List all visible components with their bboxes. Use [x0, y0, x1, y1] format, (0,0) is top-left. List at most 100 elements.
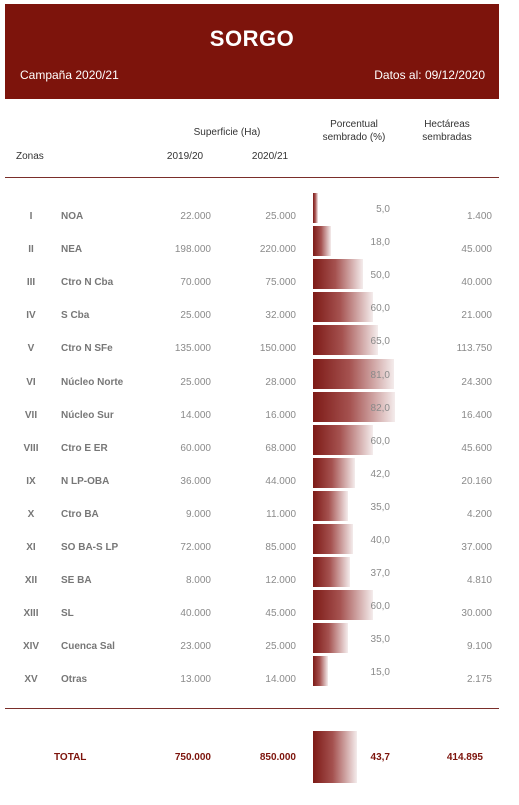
total-2019: 750.000 [174, 752, 211, 763]
zone-number: VI [26, 376, 36, 388]
superficie-2020: 25.000 [265, 211, 296, 222]
hectareas-sembradas: 45.600 [461, 442, 492, 454]
superficie-2019: 22.000 [180, 211, 211, 222]
year-2019-header: 2019/20 [166, 151, 204, 162]
zone-number: VIII [23, 442, 39, 454]
superficie-2020: 12.000 [265, 575, 296, 587]
year-2020-header: 2020/21 [251, 151, 289, 162]
pct-sembrado: 5,0 [376, 204, 390, 215]
report-header: SORGO Campaña 2020/21 Datos al: 09/12/20… [5, 4, 499, 99]
pct-bar [313, 524, 353, 554]
superficie-2019: 8.000 [185, 575, 211, 587]
pct-bar [313, 490, 348, 521]
hectareas-sembradas: 45.000 [461, 244, 492, 256]
pct-bar [313, 325, 378, 356]
zone-name: Ctro N Cba [61, 277, 114, 289]
superficie-2019: 25.000 [180, 376, 211, 388]
superficie-2020: 85.000 [265, 542, 296, 553]
pct-sembrado: 50,0 [370, 270, 390, 282]
zone-number: XI [26, 542, 36, 553]
pct-sembrado: 37,0 [370, 568, 390, 580]
hectareas-sembradas: 9.100 [466, 641, 492, 653]
zone-number: III [26, 277, 36, 289]
superficie-2020: 220.000 [259, 244, 296, 256]
superficie-2019: 40.000 [180, 608, 211, 620]
superficie-2019: 25.000 [180, 310, 211, 322]
total-label: TOTAL [54, 752, 87, 763]
superficie-2019: 14.000 [180, 409, 211, 421]
superficie-2019: 72.000 [180, 542, 211, 553]
hectareas-sembradas: 1.400 [466, 211, 492, 222]
pct-bar [313, 656, 328, 687]
superficie-2020: 16.000 [265, 409, 296, 421]
superficie-2019: 60.000 [180, 442, 211, 454]
zone-number: V [27, 343, 35, 355]
pct-bar [313, 557, 350, 588]
pct-sembrado: 60,0 [370, 435, 390, 447]
hectareas-sembradas: 37.000 [461, 542, 492, 553]
zone-number: X [27, 508, 35, 520]
zone-number: XV [24, 674, 38, 686]
pct-sembrado: 81,0 [370, 369, 390, 381]
report-title: SORGO [209, 26, 295, 51]
data-date-label: Datos al: 09/12/2020 [374, 68, 485, 82]
superficie-2019: 70.000 [180, 277, 211, 289]
pct-sembrado: 60,0 [370, 303, 390, 315]
hectareas-sembradas: 40.000 [461, 277, 492, 289]
pct-bar [313, 259, 363, 290]
hectareas-sembradas: 4.200 [466, 508, 492, 520]
superficie-2020: 28.000 [265, 376, 296, 388]
pct-bar [313, 292, 373, 323]
superficie-header: Superficie (Ha) [193, 127, 261, 138]
zone-name: Cuenca Sal [61, 641, 115, 653]
zone-number: VII [24, 409, 38, 421]
superficie-2019: 36.000 [180, 475, 211, 487]
pct-bar [313, 457, 355, 488]
zone-number: II [28, 244, 34, 256]
superficie-2019: 13.000 [180, 674, 211, 686]
pct-bar [313, 391, 395, 422]
hectareas-header: Hectáreas sembradas [410, 118, 484, 144]
hectareas-sembradas: 16.400 [461, 409, 492, 421]
pct-sembrado: 82,0 [370, 402, 390, 414]
pct-sembrado: 18,0 [370, 237, 390, 249]
pct-bar [313, 424, 373, 455]
hectareas-header-line1: Hectáreas [424, 119, 470, 130]
zone-name: SO BA-S LP [61, 542, 119, 553]
zone-number: IV [26, 310, 36, 322]
hectareas-sembradas: 20.160 [461, 475, 492, 487]
header-divider [5, 177, 499, 178]
hectareas-sembradas: 24.300 [461, 376, 492, 388]
zone-number: XIV [22, 641, 40, 653]
total-2020: 850.000 [259, 752, 296, 763]
total-divider [5, 708, 499, 709]
total-pct-bar [313, 731, 357, 783]
total-pct: 43,7 [370, 752, 390, 763]
zone-number: XIII [23, 608, 39, 620]
superficie-2020: 25.000 [265, 641, 296, 653]
zone-name: Núcleo Sur [61, 409, 114, 421]
zone-name: Otras [61, 674, 88, 686]
superficie-2019: 135.000 [174, 343, 211, 355]
hectareas-sembradas: 30.000 [461, 608, 492, 620]
superficie-2020: 14.000 [265, 674, 296, 686]
hectareas-sembradas: 4.810 [466, 575, 492, 587]
zone-number: XII [24, 575, 38, 587]
pct-sembrado: 35,0 [370, 501, 390, 513]
superficie-2020: 68.000 [265, 442, 296, 454]
superficie-2020: 32.000 [265, 310, 296, 322]
zone-name: Ctro BA [61, 508, 99, 520]
superficie-2019: 198.000 [174, 244, 211, 256]
pct-bar [313, 193, 318, 223]
zone-name: Ctro E ER [61, 442, 108, 454]
pct-sembrado: 65,0 [370, 336, 390, 348]
porcentual-header: Porcentual sembrado (%) [310, 118, 398, 144]
pct-bar [313, 226, 331, 257]
pct-sembrado: 15,0 [370, 667, 390, 679]
superficie-2020: 44.000 [265, 475, 296, 487]
total-hectareas: 414.895 [446, 752, 483, 763]
zone-name: Núcleo Norte [61, 376, 124, 388]
campaign-label: Campaña 2020/21 [20, 68, 119, 82]
zone-name: Ctro N SFe [61, 343, 113, 355]
zonas-header: Zonas [16, 151, 44, 162]
